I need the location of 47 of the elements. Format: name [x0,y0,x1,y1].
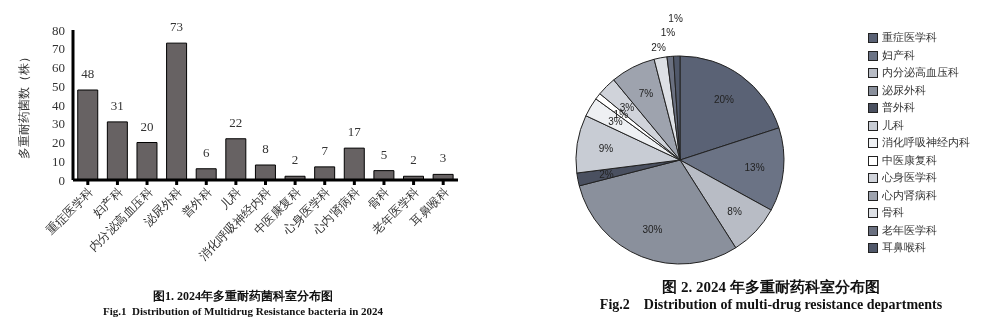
data-label: 2 [410,152,417,168]
data-label: 9% [598,142,614,154]
legend-label: 重症医学科 [882,30,937,46]
legend-label: 泌尿外科 [882,82,926,98]
data-label: 8% [727,205,742,217]
legend-label: 内分泌高血压科 [882,65,959,81]
data-label: 17 [347,124,362,140]
legend-label: 儿科 [882,117,904,133]
y-tick-label: 40 [52,97,65,113]
y-tick-label: 20 [52,135,65,151]
data-label: 73 [170,19,184,35]
data-label: 20% [714,93,735,105]
legend-label: 普外科 [882,100,915,116]
data-label: 1% [660,27,676,39]
data-label: 8 [262,141,269,156]
data-label: 2% [651,42,666,54]
y-axis-title: 多重耐药菌数（株） [17,51,32,159]
text: Fig.2 Distribution of multi-drug resistance departments [598,297,944,313]
data-label: 2 [291,152,299,168]
legend-label: 中医康复科 [882,152,937,168]
y-tick-label: 0 [58,172,65,188]
data-label: 6 [202,144,210,160]
data-label: 2% [599,168,614,180]
y-tick-label: 10 [52,153,65,169]
y-tick-label: 30 [52,116,65,132]
data-label: 3 [439,150,447,166]
y-tick-label: 50 [52,78,65,94]
text: Fig.1 Distribution of Multidrug Resistance bacteria in 2024 [101,305,385,317]
data-label: 48 [81,66,95,81]
y-tick-label: 60 [52,60,65,76]
data-label: 22 [229,114,243,130]
text: 图 2. 2024 年多重耐药科室分布图 [661,278,881,297]
data-label: 31 [110,97,124,113]
data-label: 1% [668,13,683,25]
text: 图1. 2024年多重耐药菌科室分布图 [152,288,334,305]
y-tick-label: 70 [52,41,65,57]
legend-label: 妇产科 [882,47,915,63]
data-label: 3% [608,116,623,128]
data-label: 7 [321,142,329,158]
legend-label: 消化呼吸神经内科 [882,135,970,151]
data-label: 13% [744,161,765,173]
legend-label: 心身医学科 [882,170,937,186]
y-tick-label: 80 [52,22,65,38]
data-label: 30% [642,224,663,236]
data-label: 5 [380,146,388,162]
data-label: 7% [638,87,654,99]
data-label: 20 [140,118,154,134]
